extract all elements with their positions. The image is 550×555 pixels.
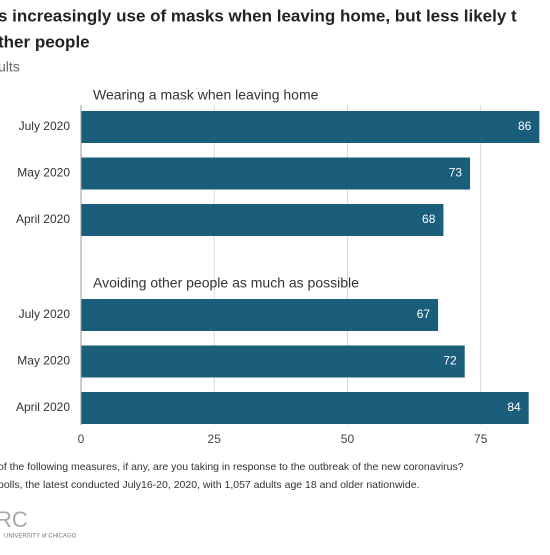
footnote: polls, the latest conducted July16-20, 2… [0, 479, 419, 491]
bar [81, 111, 540, 143]
value-label: 72 [443, 354, 457, 368]
y-tick-label: May 2020 [17, 166, 70, 180]
value-label: 68 [422, 212, 436, 226]
y-tick-label: April 2020 [16, 212, 70, 226]
chart-title: ther people [0, 32, 90, 51]
bar [81, 392, 529, 424]
x-tick-label: 0 [78, 432, 85, 446]
x-tick-label: 75 [474, 432, 488, 446]
value-label: 67 [417, 307, 431, 321]
bar [81, 299, 439, 331]
x-tick-label: 25 [208, 432, 222, 446]
y-tick-label: May 2020 [17, 354, 70, 368]
group-label: Avoiding other people as much as possibl… [93, 275, 359, 291]
logo: RC [0, 507, 28, 532]
logo-subtext: UNIVERSITY of CHICAGO [4, 534, 77, 540]
bar [81, 345, 465, 378]
value-label: 86 [518, 119, 532, 133]
value-label: 73 [449, 166, 463, 180]
x-tick-label: 50 [341, 432, 355, 446]
y-tick-label: April 2020 [16, 400, 70, 414]
group-label: Wearing a mask when leaving home [93, 87, 319, 103]
bar [81, 204, 444, 236]
footnote: of the following measures, if any, are y… [0, 461, 464, 473]
y-tick-label: July 2020 [19, 119, 71, 133]
chart-subtitle: ults [0, 59, 20, 75]
bar [81, 157, 471, 190]
y-tick-label: July 2020 [19, 307, 71, 321]
value-label: 84 [507, 400, 521, 414]
chart-title: s increasingly use of masks when leaving… [0, 6, 517, 25]
